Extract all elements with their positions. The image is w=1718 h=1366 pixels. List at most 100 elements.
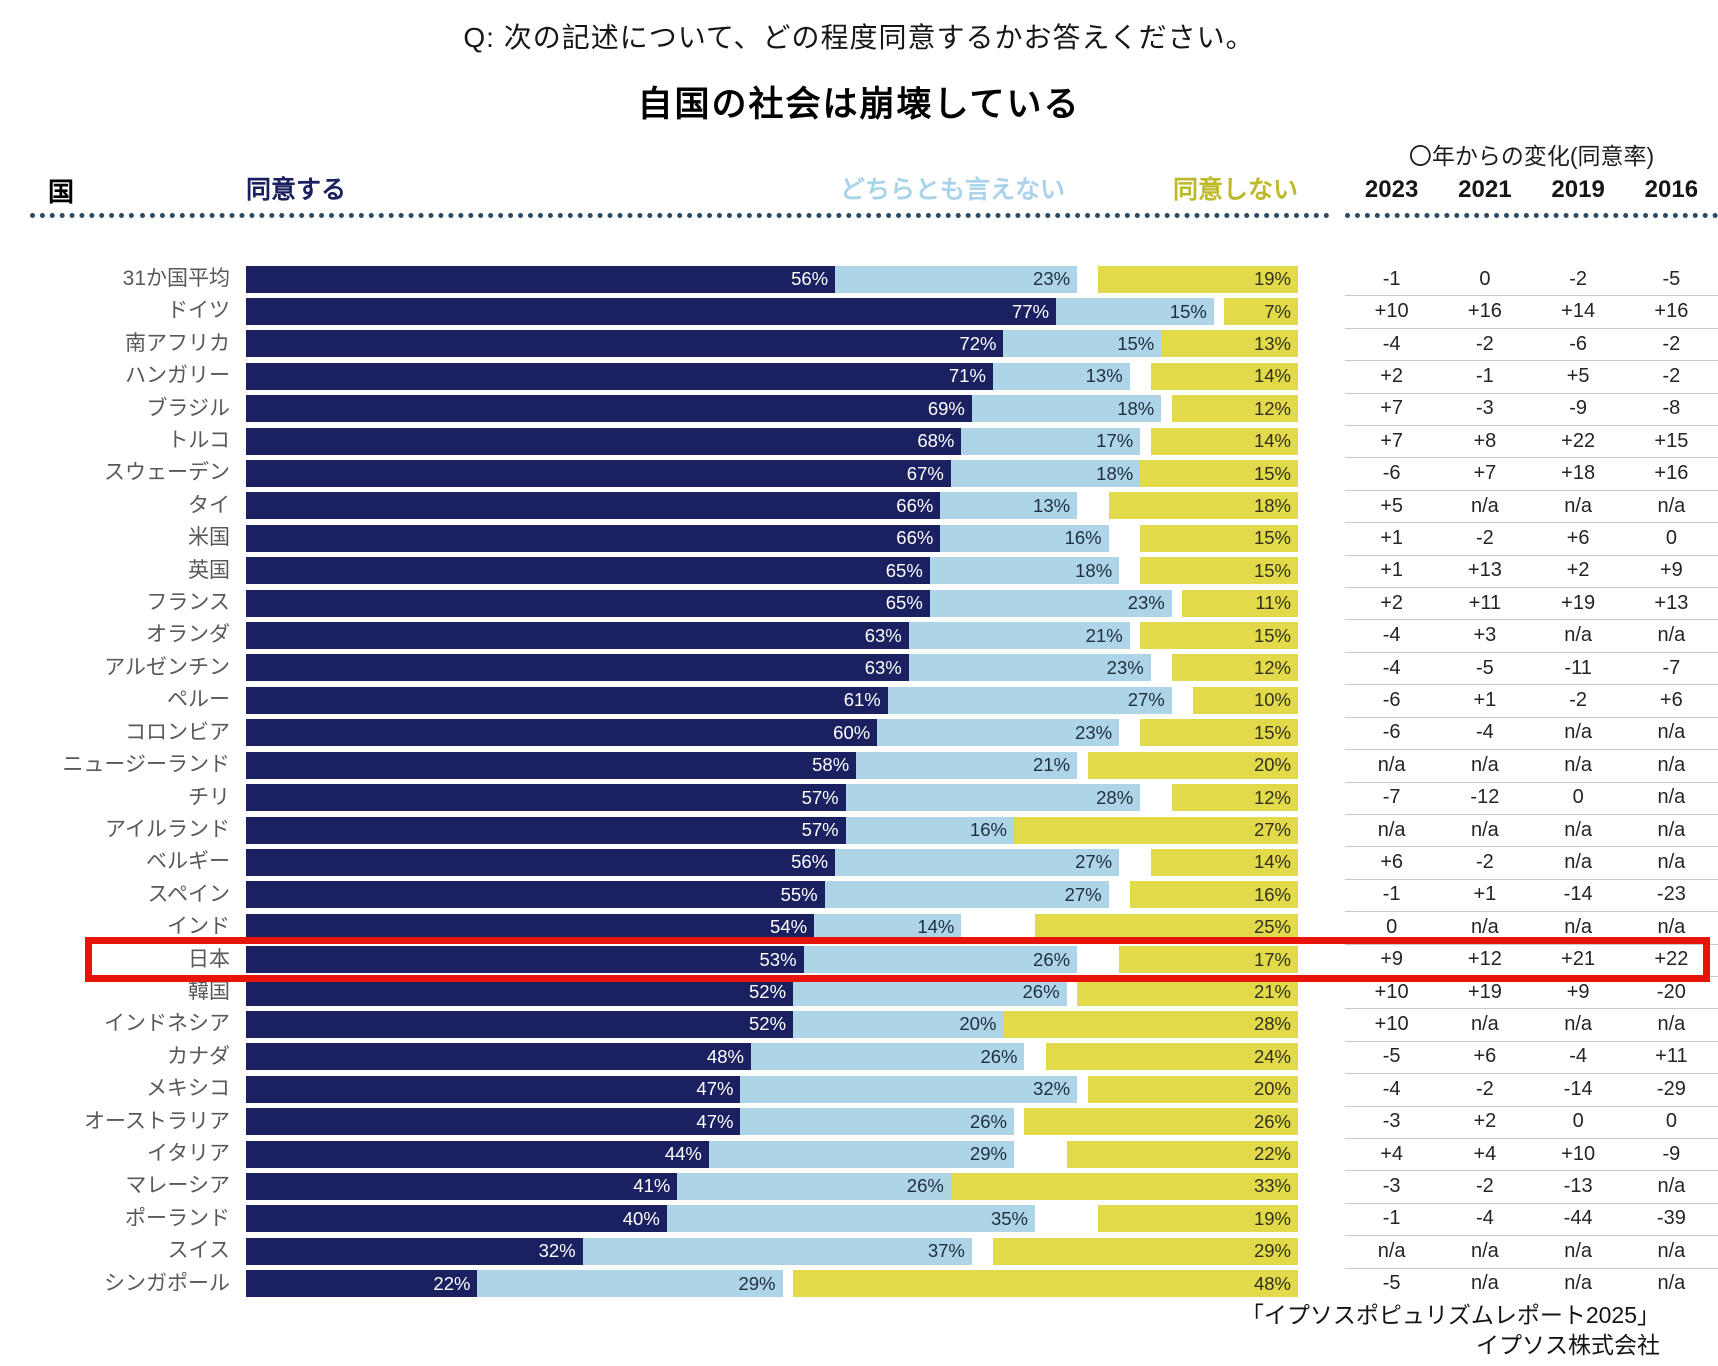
country-label: カナダ xyxy=(167,1044,230,1068)
country-row: インドネシア 52% 20% 28% +10 n/a n/a n/a xyxy=(0,1008,1718,1042)
stacked-bar: 47% 32% 20% xyxy=(246,1075,1298,1103)
change-value-2023: -1 xyxy=(1382,267,1401,290)
disagree-segment: 33% xyxy=(950,1172,1298,1200)
legend-disagree: 同意しない xyxy=(1172,176,1298,204)
country-label: タイ xyxy=(188,493,230,517)
header-divider xyxy=(0,209,1718,223)
disagree-segment: 12% xyxy=(1171,784,1298,812)
change-value-2016: -7 xyxy=(1662,656,1681,679)
divider-country-segment xyxy=(30,213,134,218)
agree-segment: 63% xyxy=(246,622,909,650)
disagree-segment: 14% xyxy=(1150,427,1298,455)
country-label: マレーシア xyxy=(125,1174,230,1198)
change-value-2019: n/a xyxy=(1564,818,1593,841)
country-label: オーストラリア xyxy=(84,1109,230,1133)
stacked-bar: 69% 18% 12% xyxy=(246,395,1298,423)
change-value-2021: +6 xyxy=(1473,1045,1497,1068)
country-row: カナダ 48% 26% 24% -5 +6 -4 +11 xyxy=(0,1041,1718,1075)
change-value-2023: -4 xyxy=(1382,332,1401,355)
disagree-segment: 17% xyxy=(1119,946,1298,974)
change-values: +10 n/a n/a n/a xyxy=(1345,1008,1718,1042)
neutral-segment: 18% xyxy=(971,395,1162,423)
change-values: -4 +3 n/a n/a xyxy=(1345,619,1718,653)
change-value-2016: 0 xyxy=(1665,1110,1677,1133)
country-row: ドイツ 77% 15% 7% +10 +16 +14 +16 xyxy=(0,295,1718,329)
neutral-segment: 15% xyxy=(1003,330,1162,358)
change-value-2023: +2 xyxy=(1380,364,1404,387)
change-value-2023: -3 xyxy=(1382,1175,1401,1198)
disagree-segment: 21% xyxy=(1077,978,1298,1006)
change-values: -7 -12 0 n/a xyxy=(1345,782,1718,815)
change-value-2019: -6 xyxy=(1569,332,1588,355)
change-value-2016: n/a xyxy=(1657,721,1686,744)
agree-segment: 22% xyxy=(246,1270,478,1298)
disagree-segment: 20% xyxy=(1087,751,1298,779)
neutral-segment: 32% xyxy=(740,1075,1078,1103)
change-value-2019: n/a xyxy=(1564,1272,1593,1295)
change-value-2019: -14 xyxy=(1563,883,1593,906)
stacked-bar: 56% 27% 14% xyxy=(246,848,1298,876)
neutral-segment: 14% xyxy=(814,913,962,941)
agree-segment: 58% xyxy=(246,751,857,779)
change-value-2019: n/a xyxy=(1564,1013,1593,1036)
neutral-segment: 28% xyxy=(845,784,1141,812)
change-value-2021: +7 xyxy=(1473,462,1497,485)
country-row: ベルギー 56% 27% 14% +6 -2 n/a n/a xyxy=(0,846,1718,880)
country-label: フランス xyxy=(146,591,230,615)
neutral-segment: 13% xyxy=(940,492,1078,520)
legend-agree: 同意する xyxy=(246,176,347,204)
change-value-2021: -2 xyxy=(1475,1077,1494,1100)
agree-segment: 66% xyxy=(246,492,941,520)
change-values: +7 -3 -9 -8 xyxy=(1345,393,1718,427)
change-values: n/a n/a n/a n/a xyxy=(1345,749,1718,783)
agree-segment: 40% xyxy=(246,1205,667,1233)
change-value-2019: +14 xyxy=(1561,300,1596,323)
country-row: オランダ 63% 21% 15% -4 +3 n/a n/a xyxy=(0,619,1718,653)
country-label: ニュージーランド xyxy=(62,753,230,777)
change-value-2019: -44 xyxy=(1563,1207,1593,1230)
change-value-2023: +10 xyxy=(1374,980,1409,1003)
change-value-2023: +4 xyxy=(1380,1142,1404,1165)
agree-segment: 72% xyxy=(246,330,1004,358)
country-label: ドイツ xyxy=(167,299,230,323)
year-column-2019: 2019 xyxy=(1551,176,1605,203)
change-value-2021: +12 xyxy=(1467,948,1502,971)
change-values: +2 +11 +19 +13 xyxy=(1345,587,1718,621)
country-row: イタリア 44% 29% 22% +4 +4 +10 -9 xyxy=(0,1138,1718,1172)
country-row: 英国 65% 18% 15% +1 +13 +2 +9 xyxy=(0,555,1718,589)
change-value-2019: 0 xyxy=(1572,786,1584,809)
country-row: コロンビア 60% 23% 15% -6 -4 n/a n/a xyxy=(0,717,1718,751)
change-values: -3 -2 -13 n/a xyxy=(1345,1170,1718,1204)
change-value-2023: -1 xyxy=(1382,883,1401,906)
stacked-bar: 65% 23% 11% xyxy=(246,589,1298,617)
disagree-segment: 26% xyxy=(1024,1108,1298,1136)
change-values: +4 +4 +10 -9 xyxy=(1345,1138,1718,1172)
stacked-bar: 57% 28% 12% xyxy=(246,784,1298,812)
change-value-2019: n/a xyxy=(1564,624,1593,647)
country-row: インド 54% 14% 25% 0 n/a n/a n/a xyxy=(0,911,1718,945)
change-values: +9 +12 +21 +22 xyxy=(1345,944,1718,977)
change-value-2023: -6 xyxy=(1382,721,1401,744)
year-column-2021: 2021 xyxy=(1458,176,1512,203)
country-label: アルゼンチン xyxy=(104,655,230,679)
change-value-2023: -4 xyxy=(1382,1077,1401,1100)
country-row: オーストラリア 47% 26% 26% -3 +2 0 0 xyxy=(0,1106,1718,1139)
agree-segment: 65% xyxy=(246,557,930,585)
change-value-2016: +16 xyxy=(1654,300,1689,323)
change-values: 0 n/a n/a n/a xyxy=(1345,911,1718,945)
change-value-2021: -2 xyxy=(1475,1175,1494,1198)
change-value-2021: n/a xyxy=(1470,1239,1499,1262)
country-label: アイルランド xyxy=(105,817,230,841)
change-value-2019: -9 xyxy=(1569,397,1588,420)
change-value-2019: n/a xyxy=(1564,1239,1593,1262)
agree-segment: 41% xyxy=(246,1172,678,1200)
change-value-2023: -4 xyxy=(1382,624,1401,647)
stacked-bar: 47% 26% 26% xyxy=(246,1108,1298,1136)
change-value-2016: +22 xyxy=(1654,948,1689,971)
change-value-2023: +10 xyxy=(1374,300,1409,323)
neutral-segment: 18% xyxy=(929,557,1120,585)
neutral-segment: 15% xyxy=(1056,298,1214,325)
country-row: ニュージーランド 58% 21% 20% n/a n/a n/a n/a xyxy=(0,749,1718,783)
change-value-2021: +3 xyxy=(1473,624,1497,647)
change-value-2016: n/a xyxy=(1657,915,1686,938)
